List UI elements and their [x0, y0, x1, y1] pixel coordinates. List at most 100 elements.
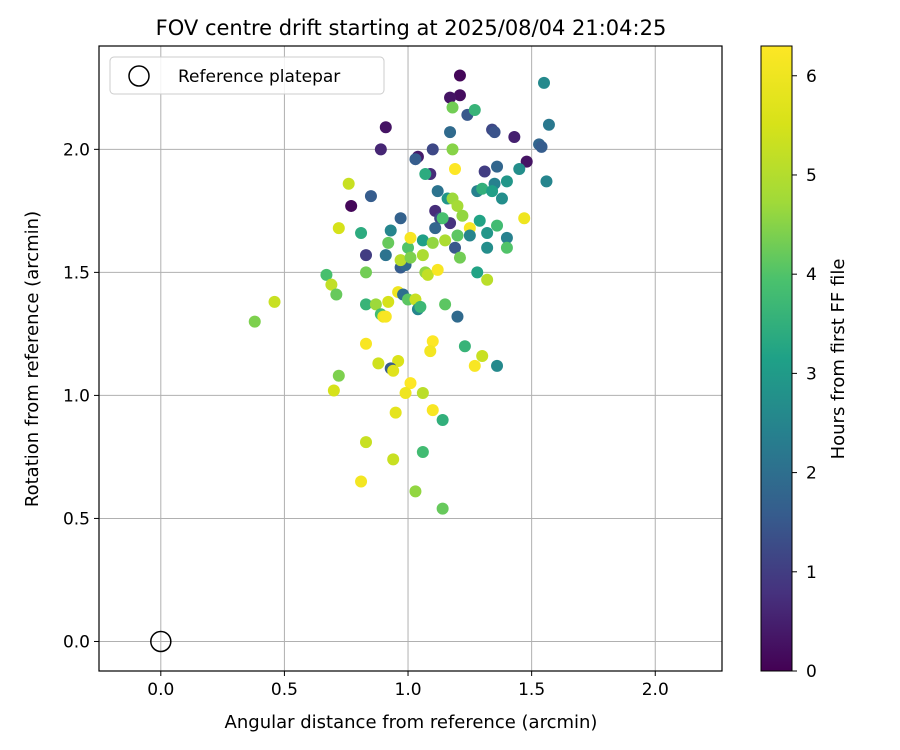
y-tick-label: 0.5 [63, 509, 90, 529]
data-point [416, 249, 429, 262]
data-point [471, 266, 484, 279]
data-point [520, 155, 533, 168]
x-tick-label: 0.5 [271, 680, 298, 700]
data-point [360, 298, 372, 311]
chart-title: FOV centre drift starting at 2025/08/04 … [156, 16, 667, 40]
legend-label: Reference platepar [178, 67, 340, 87]
data-point [436, 212, 449, 225]
data-point [495, 192, 508, 205]
data-point [419, 167, 432, 180]
colorbar-tick-label: 2 [806, 464, 817, 484]
data-point [369, 298, 382, 311]
data-point [481, 227, 494, 240]
data-point [486, 185, 499, 198]
x-tick-label: 1.0 [395, 680, 422, 700]
data-point [540, 175, 553, 188]
data-point [491, 359, 504, 372]
data-point [444, 91, 457, 104]
data-point [399, 386, 412, 399]
data-point [458, 340, 471, 353]
colorbar-label: Hours from first FF file [828, 259, 849, 460]
data-point [332, 369, 345, 382]
data-point [342, 177, 355, 190]
data-point [404, 377, 417, 390]
colorbar-ticks: 0 1 2 3 4 5 6 [792, 67, 817, 682]
colorbar-frame [760, 45, 793, 672]
y-tick-label: 1.5 [63, 263, 90, 283]
data-point [330, 288, 343, 301]
x-tick-label: 1.5 [518, 680, 545, 700]
axis-ticks: 0.0 0.5 1.0 1.5 2.0 0.0 0.5 1.0 1.5 2.0 [63, 140, 669, 700]
colorbar-tick-label: 1 [806, 563, 817, 583]
data-point [382, 236, 395, 249]
data-point [478, 165, 491, 178]
colorbar-tick-label: 5 [806, 166, 817, 186]
data-point [345, 199, 358, 212]
data-point [421, 268, 434, 281]
data-point [449, 241, 461, 254]
data-point [332, 222, 345, 235]
data-point [431, 185, 444, 198]
plot-frame [98, 45, 723, 672]
data-point [268, 295, 281, 308]
data-point [444, 126, 457, 139]
y-tick-label: 1.0 [63, 386, 90, 406]
data-point [355, 475, 368, 488]
colorbar-tick-label: 6 [806, 67, 817, 87]
data-point [456, 209, 469, 222]
y-tick-label: 2.0 [63, 140, 90, 160]
data-point [394, 212, 407, 225]
data-point [476, 182, 489, 195]
data-point [481, 273, 494, 286]
data-point [449, 163, 461, 176]
data-point [500, 241, 513, 254]
data-point [473, 214, 486, 227]
data-point [542, 118, 555, 131]
data-point [426, 236, 439, 249]
data-point [325, 278, 338, 291]
data-point [426, 143, 439, 156]
data-point [402, 241, 415, 254]
legend-box [109, 56, 385, 95]
data-points [248, 69, 555, 515]
data-point [248, 315, 261, 328]
data-point [360, 266, 372, 279]
data-point [481, 241, 494, 254]
data-point [360, 337, 372, 350]
colorbar: 0 1 2 3 4 5 6 Hours from first FF file [760, 45, 849, 682]
data-point [491, 219, 504, 232]
legend-marker-icon [128, 65, 150, 87]
data-point [379, 121, 392, 134]
data-point [468, 103, 481, 116]
data-point [488, 126, 501, 139]
data-point [364, 190, 377, 203]
data-point [409, 485, 422, 498]
data-point [446, 101, 459, 114]
data-point [436, 414, 449, 427]
data-point [387, 453, 400, 466]
grid-lines [99, 46, 722, 671]
data-point [451, 199, 464, 212]
data-point [436, 502, 449, 515]
data-point [360, 436, 372, 449]
data-point [451, 229, 464, 242]
data-point [414, 300, 427, 313]
data-point [513, 163, 526, 176]
data-point [429, 222, 442, 235]
data-point [439, 298, 452, 311]
data-point [426, 335, 439, 348]
data-point [439, 234, 452, 247]
data-point [453, 89, 466, 102]
data-point [379, 249, 392, 262]
x-tick-label: 0.0 [147, 680, 174, 700]
data-point [416, 386, 429, 399]
data-point [374, 143, 387, 156]
x-tick-label: 2.0 [642, 680, 669, 700]
data-point [379, 310, 392, 323]
data-point [392, 354, 405, 367]
data-point [446, 143, 459, 156]
legend: Reference platepar [109, 56, 385, 95]
data-point [476, 350, 489, 363]
data-point [508, 131, 521, 144]
